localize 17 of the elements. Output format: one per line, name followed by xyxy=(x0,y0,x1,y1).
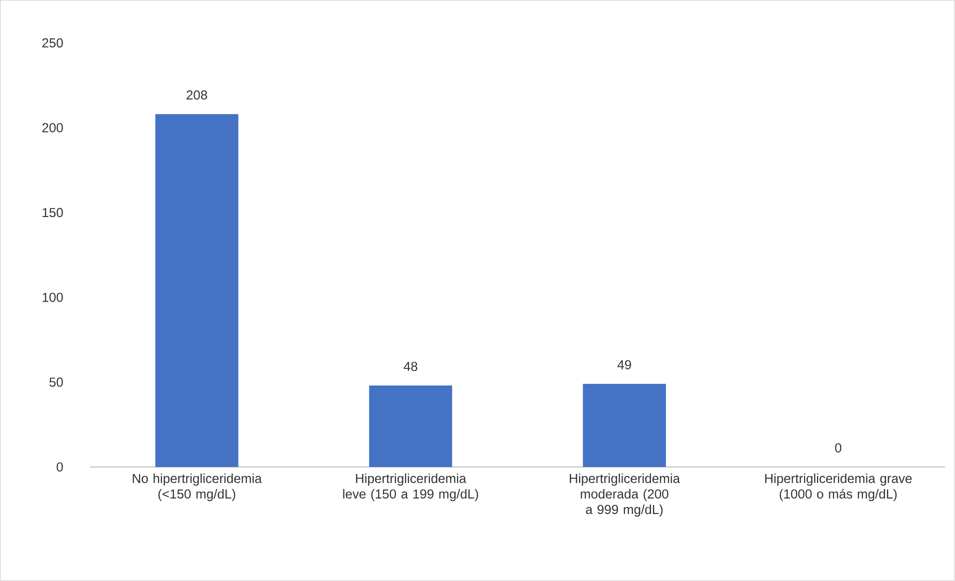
data-label: 49 xyxy=(617,360,632,370)
y-tick-label: 100 xyxy=(42,292,63,302)
y-tick-label: 50 xyxy=(49,378,63,387)
data-label: 48 xyxy=(404,362,418,372)
x-tick-label: Hipertrigliceridemia grave (1000 o más mg/dL) xyxy=(765,474,912,502)
bar xyxy=(582,384,666,468)
bar xyxy=(155,114,238,468)
data-label: 208 xyxy=(186,90,208,100)
data-label: 0 xyxy=(835,443,842,452)
y-tick-label: 0 xyxy=(56,462,63,472)
x-tick-label: Hipertrigliceridemia moderada (200 a 999 mg/dL) xyxy=(570,474,680,517)
y-tick-label: 150 xyxy=(42,208,63,218)
bar xyxy=(369,386,452,468)
x-tick-label: No hipertrigliceridemia (<150 mg/dL) xyxy=(132,474,262,502)
x-tick-label: Hipertrigliceridemia leve (150 a 199 mg/dL) xyxy=(343,474,478,502)
y-tick-label: 200 xyxy=(42,123,63,132)
y-tick-label: 250 xyxy=(42,38,63,48)
